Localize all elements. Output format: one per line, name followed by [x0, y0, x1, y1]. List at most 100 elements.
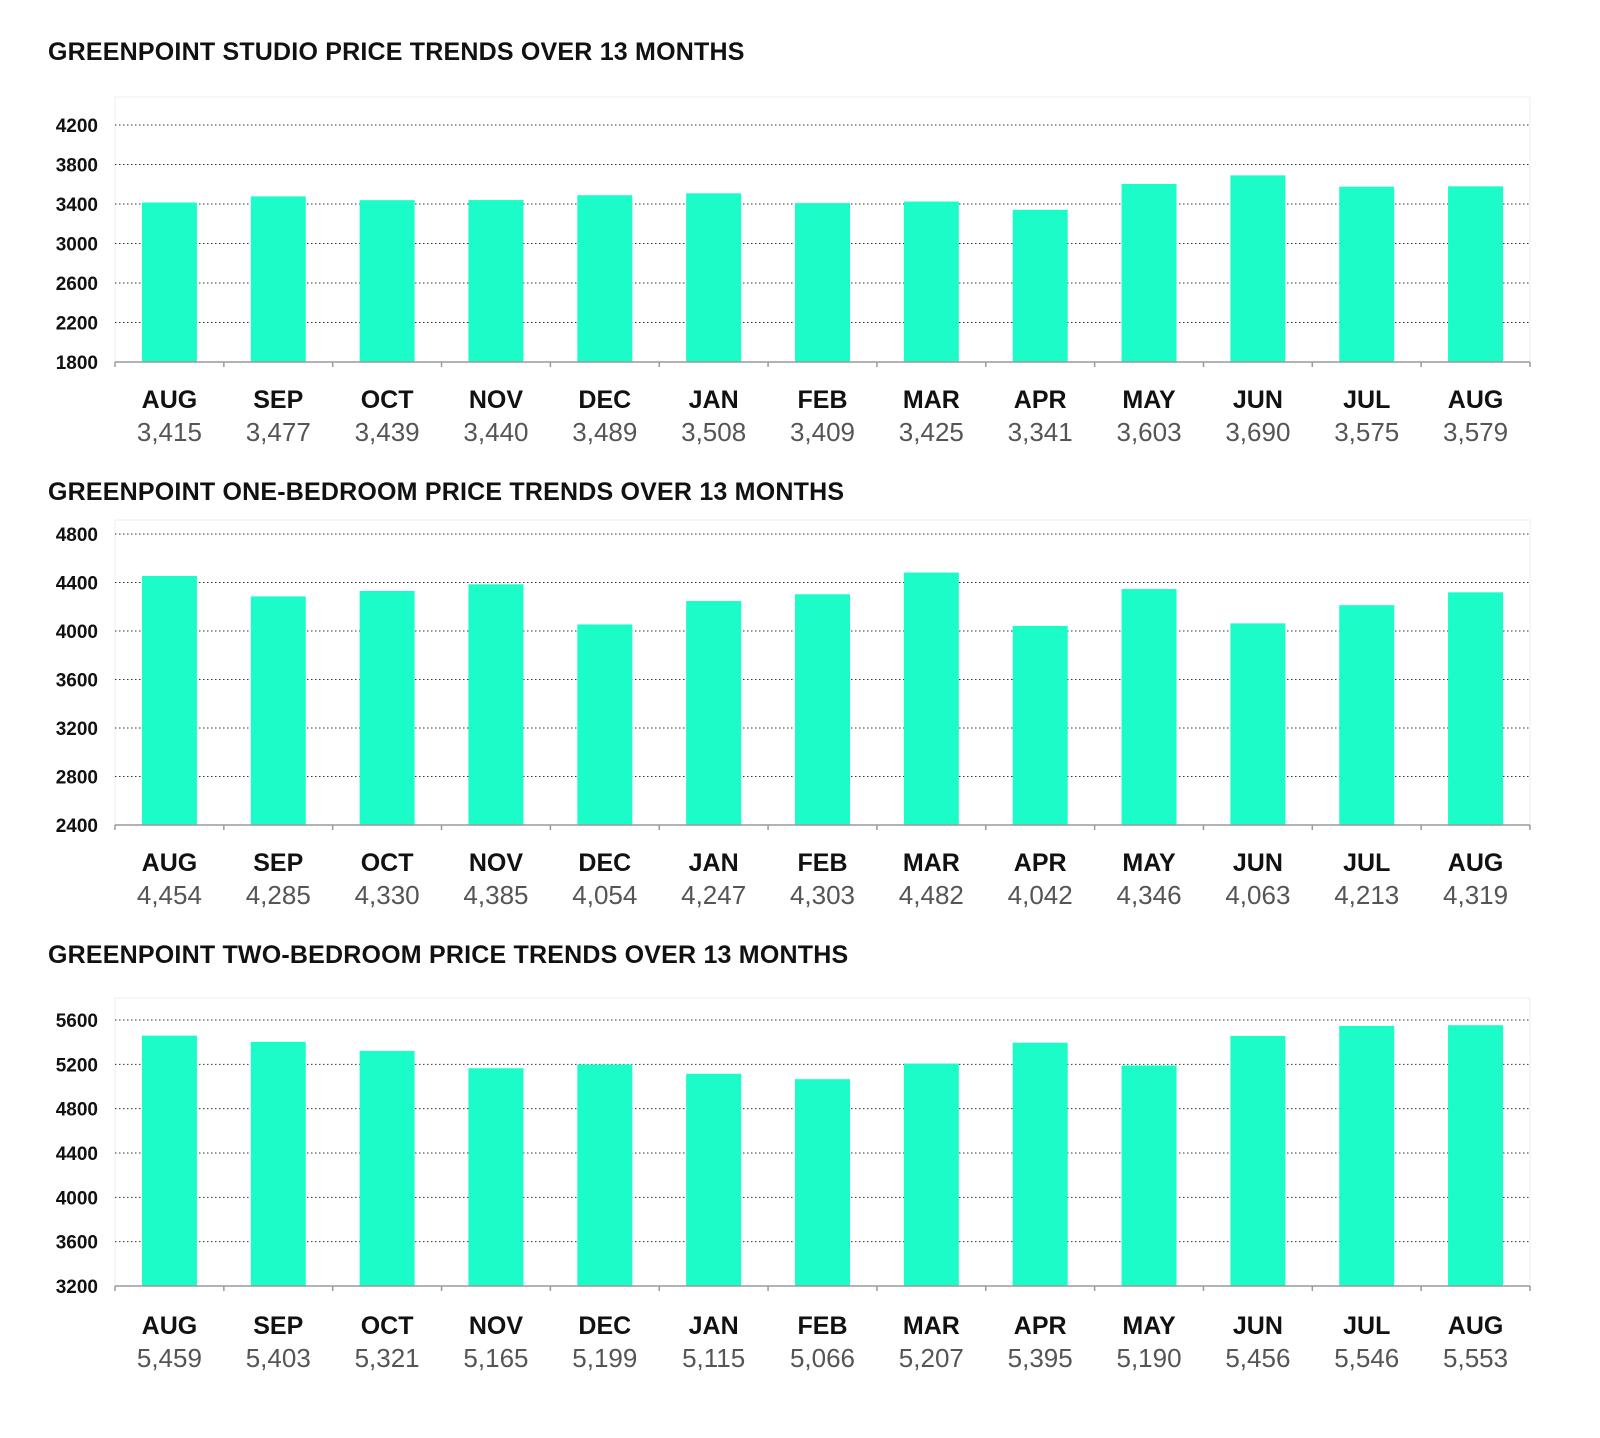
bar	[1121, 1065, 1177, 1286]
chart-title: GREENPOINT TWO-BEDROOM PRICE TRENDS OVER…	[48, 941, 849, 969]
bar	[1012, 625, 1068, 825]
y-tick-label: 1800	[56, 353, 98, 374]
y-tick-label: 5200	[56, 1055, 98, 1076]
bar	[903, 201, 959, 362]
month-label: APR	[1014, 1312, 1067, 1340]
month-label: NOV	[469, 849, 524, 877]
month-label: DEC	[578, 386, 631, 414]
month-label: AUG	[142, 386, 198, 414]
value-label: 4,247	[681, 880, 746, 910]
month-label: MAY	[1122, 386, 1176, 414]
bar	[577, 624, 633, 825]
month-label: AUG	[142, 849, 198, 877]
bar	[1448, 1025, 1504, 1286]
month-label: FEB	[798, 386, 848, 414]
y-tick-label: 4200	[56, 116, 98, 137]
month-label: AUG	[1448, 1312, 1504, 1340]
y-tick-label: 3800	[56, 156, 98, 177]
bar	[1230, 175, 1286, 362]
value-label: 5,207	[899, 1343, 964, 1373]
y-tick-label: 4000	[56, 622, 98, 643]
bar	[1448, 592, 1504, 825]
bar	[250, 596, 306, 825]
value-label: 3,575	[1334, 417, 1399, 447]
month-label: JUN	[1233, 849, 1283, 877]
bar	[359, 200, 415, 362]
value-label: 3,579	[1443, 417, 1508, 447]
value-label: 4,063	[1225, 880, 1290, 910]
month-label: MAY	[1122, 1312, 1176, 1340]
month-label: MAR	[903, 1312, 960, 1340]
value-label: 4,385	[463, 880, 528, 910]
month-label: DEC	[578, 1312, 631, 1340]
month-label: OCT	[361, 386, 414, 414]
y-tick-label: 2600	[56, 274, 98, 295]
month-label: AUG	[142, 1312, 198, 1340]
month-label: OCT	[361, 849, 414, 877]
value-label: 4,303	[790, 880, 855, 910]
chart-title: GREENPOINT STUDIO PRICE TRENDS OVER 13 M…	[48, 38, 745, 66]
month-label: JAN	[689, 849, 739, 877]
month-label: FEB	[798, 1312, 848, 1340]
bar	[686, 601, 742, 825]
value-label: 5,165	[463, 1343, 528, 1373]
value-label: 3,477	[246, 417, 311, 447]
y-tick-label: 5600	[56, 1011, 98, 1032]
bar	[141, 575, 197, 825]
month-label: NOV	[469, 386, 524, 414]
value-label: 4,213	[1334, 880, 1399, 910]
value-label: 5,459	[137, 1343, 202, 1373]
value-label: 4,454	[137, 880, 202, 910]
y-tick-label: 3600	[56, 1233, 98, 1254]
value-label: 5,321	[355, 1343, 420, 1373]
value-label: 3,603	[1116, 417, 1181, 447]
bar	[1121, 183, 1177, 362]
y-tick-label: 3600	[56, 671, 98, 692]
month-label: AUG	[1448, 386, 1504, 414]
y-tick-label: 4800	[56, 1100, 98, 1121]
value-label: 5,199	[572, 1343, 637, 1373]
bar	[1339, 186, 1395, 362]
bar	[141, 202, 197, 362]
month-label: FEB	[798, 849, 848, 877]
bar	[1012, 209, 1068, 362]
value-label: 5,546	[1334, 1343, 1399, 1373]
value-label: 3,440	[463, 417, 528, 447]
bar	[1121, 589, 1177, 825]
value-label: 4,330	[355, 880, 420, 910]
studio-chart: GREENPOINT STUDIO PRICE TRENDS OVER 13 M…	[0, 0, 1600, 460]
y-tick-label: 2800	[56, 768, 98, 789]
month-label: JUL	[1343, 849, 1390, 877]
value-label: 3,425	[899, 417, 964, 447]
y-tick-label: 2200	[56, 314, 98, 335]
month-label: MAR	[903, 386, 960, 414]
value-label: 3,341	[1008, 417, 1073, 447]
bar	[1230, 1035, 1286, 1286]
y-tick-label: 3400	[56, 195, 98, 216]
bar	[1012, 1042, 1068, 1286]
month-label: JUN	[1233, 386, 1283, 414]
month-label: JAN	[689, 1312, 739, 1340]
y-tick-label: 3200	[56, 1277, 98, 1298]
value-label: 5,456	[1225, 1343, 1290, 1373]
y-tick-label: 4400	[56, 574, 98, 595]
y-tick-label: 4400	[56, 1144, 98, 1165]
month-label: JAN	[689, 386, 739, 414]
one-bedroom-chart: GREENPOINT ONE-BEDROOM PRICE TRENDS OVER…	[48, 478, 1531, 910]
bar	[1448, 186, 1504, 362]
y-tick-label: 4800	[56, 525, 98, 546]
month-label: OCT	[361, 1312, 414, 1340]
value-label: 5,066	[790, 1343, 855, 1373]
bar	[141, 1035, 197, 1286]
value-label: 5,553	[1443, 1343, 1508, 1373]
bar	[903, 1063, 959, 1286]
bar	[359, 590, 415, 825]
month-label: JUN	[1233, 1312, 1283, 1340]
bar	[250, 1041, 306, 1286]
bar	[468, 584, 524, 825]
value-label: 5,395	[1008, 1343, 1073, 1373]
month-label: DEC	[578, 849, 631, 877]
bar	[1230, 623, 1286, 825]
